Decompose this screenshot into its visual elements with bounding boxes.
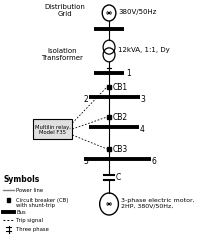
- Text: Multilin relay,
Model F35: Multilin relay, Model F35: [35, 124, 71, 135]
- Text: 4: 4: [140, 124, 145, 133]
- Text: Bus: Bus: [16, 210, 26, 215]
- Text: CB3: CB3: [112, 144, 128, 153]
- Bar: [107, 85, 111, 90]
- Text: Circuit breaker (CB)
with shunt-trip: Circuit breaker (CB) with shunt-trip: [16, 197, 69, 208]
- Text: 3-phase electric motor,
2HP, 380V/50Hz,: 3-phase electric motor, 2HP, 380V/50Hz,: [121, 197, 195, 208]
- Text: C: C: [116, 173, 121, 182]
- Text: CB2: CB2: [112, 112, 128, 121]
- FancyBboxPatch shape: [33, 119, 72, 139]
- Text: 380V/50Hz: 380V/50Hz: [118, 9, 157, 15]
- Text: Trip signal: Trip signal: [16, 218, 43, 223]
- Bar: [107, 115, 111, 120]
- Bar: [107, 147, 111, 152]
- Bar: [7, 198, 10, 202]
- Text: Three phase: Three phase: [16, 227, 49, 232]
- Text: 3: 3: [140, 94, 145, 103]
- Text: Power line: Power line: [16, 188, 43, 193]
- Text: 2: 2: [83, 94, 88, 103]
- Text: 6: 6: [152, 156, 157, 165]
- Text: CB1: CB1: [112, 82, 128, 91]
- Text: 12kVA, 1:1, Dy: 12kVA, 1:1, Dy: [118, 47, 169, 53]
- Text: Isolation
Transformer: Isolation Transformer: [41, 47, 83, 60]
- Text: 5: 5: [83, 156, 88, 165]
- Text: Symbols: Symbols: [3, 175, 40, 184]
- Text: 1: 1: [126, 68, 131, 77]
- Text: Distribution
Grid: Distribution Grid: [44, 4, 85, 16]
